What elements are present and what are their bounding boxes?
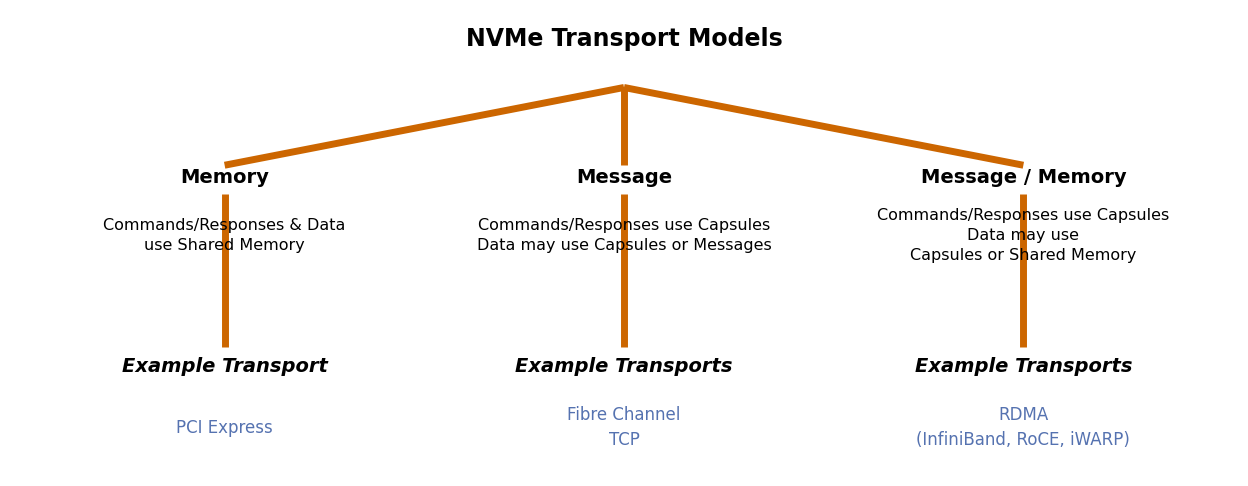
Text: Memory: Memory <box>180 168 270 187</box>
Text: Message / Memory: Message / Memory <box>921 168 1126 187</box>
Text: Example Transports: Example Transports <box>515 357 733 377</box>
Text: Fibre Channel
TCP: Fibre Channel TCP <box>568 406 680 449</box>
Text: Commands/Responses & Data
use Shared Memory: Commands/Responses & Data use Shared Mem… <box>104 218 346 253</box>
Text: Commands/Responses use Capsules
Data may use
Capsules or Shared Memory: Commands/Responses use Capsules Data may… <box>877 208 1169 263</box>
Text: NVMe Transport Models: NVMe Transport Models <box>466 27 782 51</box>
Text: Example Transports: Example Transports <box>915 357 1132 377</box>
Text: Message: Message <box>575 168 673 187</box>
Text: RDMA
(InfiniBand, RoCE, iWARP): RDMA (InfiniBand, RoCE, iWARP) <box>916 406 1131 449</box>
Text: Commands/Responses use Capsules
Data may use Capsules or Messages: Commands/Responses use Capsules Data may… <box>477 218 771 253</box>
Text: PCI Express: PCI Express <box>176 418 273 437</box>
Text: Example Transport: Example Transport <box>122 357 327 377</box>
